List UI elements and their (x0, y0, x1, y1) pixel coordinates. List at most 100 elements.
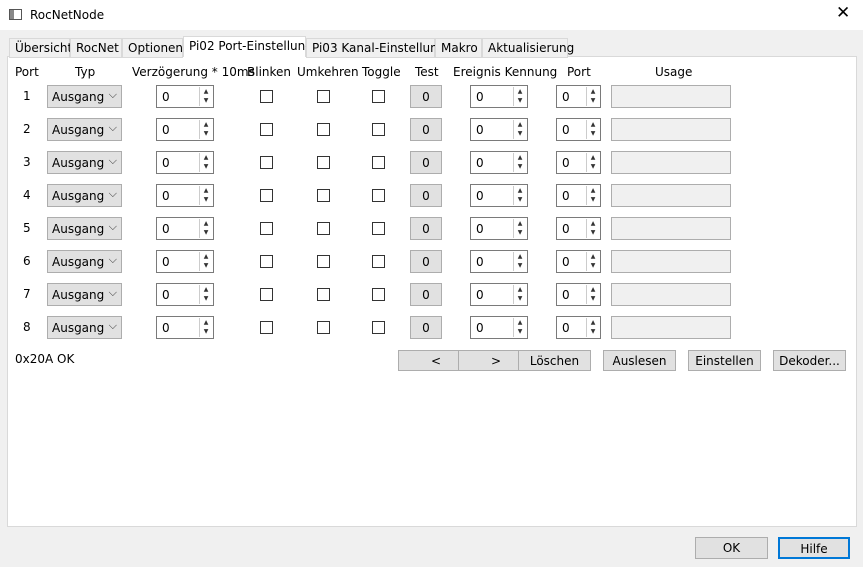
checkbox[interactable] (317, 189, 330, 202)
type-combo[interactable]: Ausgang ⌵ (47, 85, 122, 108)
tab[interactable]: Pi03 Kanal-Einstellung (306, 38, 445, 58)
action-button[interactable]: Dekoder... (773, 350, 846, 371)
action-button[interactable]: Auslesen (603, 350, 676, 371)
checkbox[interactable] (260, 156, 273, 169)
action-button[interactable]: Einstellen (688, 350, 761, 371)
spin-arrows[interactable]: ▲ ▼ (586, 252, 599, 271)
spinbox[interactable]: 0 ▲ ▼ (156, 151, 214, 174)
checkbox[interactable] (317, 123, 330, 136)
spin-arrows[interactable]: ▲ ▼ (513, 318, 526, 337)
checkbox[interactable] (260, 288, 273, 301)
close-button[interactable]: ✕ (836, 3, 851, 23)
spin-arrows[interactable]: ▲ ▼ (513, 186, 526, 205)
checkbox[interactable] (317, 156, 330, 169)
spin-arrows[interactable]: ▲ ▼ (199, 120, 212, 139)
spinbox[interactable]: 0 ▲ ▼ (470, 283, 528, 306)
spinbox[interactable]: 0 ▲ ▼ (470, 316, 528, 339)
checkbox[interactable] (372, 90, 385, 103)
spin-arrows[interactable]: ▲ ▼ (513, 252, 526, 271)
usage-field[interactable] (611, 118, 731, 141)
spinbox[interactable]: 0 ▲ ▼ (556, 217, 601, 240)
spinbox[interactable]: 0 ▲ ▼ (156, 217, 214, 240)
spin-arrows[interactable]: ▲ ▼ (513, 120, 526, 139)
spin-arrows[interactable]: ▲ ▼ (199, 318, 212, 337)
type-combo[interactable]: Ausgang ⌵ (47, 283, 122, 306)
spinbox[interactable]: 0 ▲ ▼ (556, 151, 601, 174)
tab[interactable]: Pi02 Port-Einstellung (183, 36, 313, 57)
spinbox[interactable]: 0 ▲ ▼ (470, 184, 528, 207)
spin-arrows[interactable]: ▲ ▼ (199, 153, 212, 172)
checkbox[interactable] (372, 156, 385, 169)
spinbox[interactable]: 0 ▲ ▼ (156, 283, 214, 306)
ok-button[interactable]: OK (695, 537, 768, 559)
spinbox[interactable]: 0 ▲ ▼ (556, 316, 601, 339)
test-button[interactable]: 0 (410, 316, 442, 339)
spinbox[interactable]: 0 ▲ ▼ (556, 283, 601, 306)
checkbox[interactable] (372, 255, 385, 268)
usage-field[interactable] (611, 151, 731, 174)
test-button[interactable]: 0 (410, 283, 442, 306)
type-combo[interactable]: Ausgang ⌵ (47, 184, 122, 207)
action-button[interactable]: Löschen (518, 350, 591, 371)
type-combo[interactable]: Ausgang ⌵ (47, 217, 122, 240)
test-button[interactable]: 0 (410, 217, 442, 240)
spinbox[interactable]: 0 ▲ ▼ (470, 85, 528, 108)
usage-field[interactable] (611, 316, 731, 339)
checkbox[interactable] (372, 222, 385, 235)
spin-arrows[interactable]: ▲ ▼ (199, 186, 212, 205)
tab[interactable]: Makro (435, 38, 482, 58)
checkbox[interactable] (372, 288, 385, 301)
spinbox[interactable]: 0 ▲ ▼ (470, 217, 528, 240)
spinbox[interactable]: 0 ▲ ▼ (556, 184, 601, 207)
spin-arrows[interactable]: ▲ ▼ (513, 219, 526, 238)
spinbox[interactable]: 0 ▲ ▼ (156, 184, 214, 207)
checkbox[interactable] (260, 222, 273, 235)
checkbox[interactable] (372, 321, 385, 334)
spinbox[interactable]: 0 ▲ ▼ (156, 250, 214, 273)
spin-arrows[interactable]: ▲ ▼ (199, 87, 212, 106)
spin-arrows[interactable]: ▲ ▼ (199, 252, 212, 271)
usage-field[interactable] (611, 217, 731, 240)
spin-arrows[interactable]: ▲ ▼ (586, 219, 599, 238)
checkbox[interactable] (260, 123, 273, 136)
tab[interactable]: RocNet (70, 38, 122, 58)
checkbox[interactable] (260, 321, 273, 334)
spin-arrows[interactable]: ▲ ▼ (199, 285, 212, 304)
tab[interactable]: Übersicht (9, 38, 72, 58)
checkbox[interactable] (317, 255, 330, 268)
spinbox[interactable]: 0 ▲ ▼ (556, 118, 601, 141)
spin-arrows[interactable]: ▲ ▼ (586, 318, 599, 337)
spinbox[interactable]: 0 ▲ ▼ (556, 250, 601, 273)
checkbox[interactable] (317, 288, 330, 301)
usage-field[interactable] (611, 283, 731, 306)
type-combo[interactable]: Ausgang ⌵ (47, 316, 122, 339)
checkbox[interactable] (260, 90, 273, 103)
checkbox[interactable] (260, 189, 273, 202)
spin-arrows[interactable]: ▲ ▼ (513, 87, 526, 106)
spin-arrows[interactable]: ▲ ▼ (586, 120, 599, 139)
checkbox[interactable] (372, 189, 385, 202)
checkbox[interactable] (372, 123, 385, 136)
spin-arrows[interactable]: ▲ ▼ (513, 153, 526, 172)
spin-arrows[interactable]: ▲ ▼ (199, 219, 212, 238)
test-button[interactable]: 0 (410, 250, 442, 273)
spin-arrows[interactable]: ▲ ▼ (586, 87, 599, 106)
checkbox[interactable] (317, 90, 330, 103)
test-button[interactable]: 0 (410, 118, 442, 141)
tab[interactable]: Aktualisierung (482, 38, 574, 58)
spin-arrows[interactable]: ▲ ▼ (586, 153, 599, 172)
usage-field[interactable] (611, 184, 731, 207)
spinbox[interactable]: 0 ▲ ▼ (470, 250, 528, 273)
test-button[interactable]: 0 (410, 184, 442, 207)
spin-arrows[interactable]: ▲ ▼ (513, 285, 526, 304)
type-combo[interactable]: Ausgang ⌵ (47, 250, 122, 273)
spinbox[interactable]: 0 ▲ ▼ (156, 85, 214, 108)
spin-arrows[interactable]: ▲ ▼ (586, 186, 599, 205)
help-button[interactable]: Hilfe (778, 537, 850, 559)
usage-field[interactable] (611, 85, 731, 108)
tab[interactable]: Optionen (122, 38, 183, 58)
type-combo[interactable]: Ausgang ⌵ (47, 151, 122, 174)
usage-field[interactable] (611, 250, 731, 273)
checkbox[interactable] (317, 222, 330, 235)
checkbox[interactable] (260, 255, 273, 268)
